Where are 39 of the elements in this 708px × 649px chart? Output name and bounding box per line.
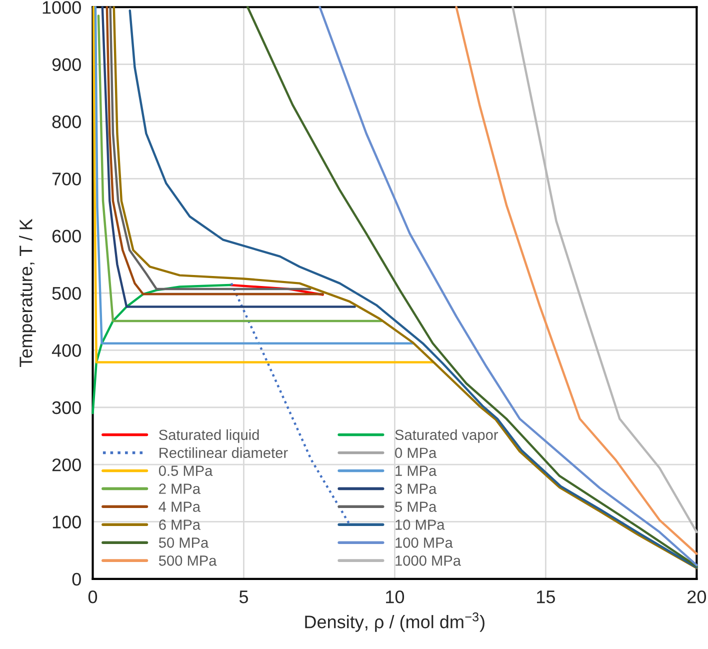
y-tick-label: 0	[72, 572, 81, 586]
line-series	[455, 6, 698, 555]
line-series	[512, 6, 698, 534]
y-tick-label: 1000	[42, 1, 81, 14]
x-tick-label: 5	[239, 590, 248, 604]
y-tick-label: 400	[52, 344, 81, 357]
y-tick-label: 300	[52, 401, 81, 414]
legend-label: 6 MPa	[159, 520, 201, 530]
x-tick-label: 20	[688, 590, 706, 604]
legend-label: Rectilinear diameter	[160, 447, 288, 458]
legend-label: 50 MPa	[158, 538, 209, 548]
legend-label: 2 MPa	[159, 484, 201, 494]
y-tick-label: 600	[52, 230, 81, 243]
line-series	[92, 284, 231, 414]
legend-label: 500 MPa	[158, 555, 217, 566]
legend-label: 10 MPa	[396, 520, 445, 530]
legend-label: 1000 MPa	[396, 555, 461, 566]
y-tick-label: 900	[52, 58, 81, 72]
legend-label: Saturated vapor	[395, 429, 498, 443]
line-series	[318, 6, 698, 566]
legend-label: Saturated liquid	[159, 429, 259, 443]
y-tick-label: 700	[52, 172, 81, 186]
y-tick-label: 100	[52, 516, 81, 528]
legend-label: 4 MPa	[158, 502, 201, 512]
legend-label: 1 MPa	[396, 466, 437, 476]
legend-label: 3 MPa	[395, 484, 437, 494]
legend-label: 0.5 MPa	[158, 466, 213, 476]
legend-label: 100 MPa	[396, 538, 453, 548]
y-tick-label: 200	[52, 458, 81, 472]
y-tick-label: 800	[52, 115, 81, 128]
legend-label: 0 MPa	[395, 448, 437, 458]
x-axis-title: Density, ρ / (mol dm$^{−3}$)	[305, 612, 484, 632]
y-axis-title: Temperature, T / K	[19, 218, 36, 368]
legend-label: 5 MPa	[395, 502, 437, 512]
y-tick-label: 500	[52, 286, 81, 300]
line-series	[101, 6, 356, 308]
x-tick-label: 10	[386, 590, 404, 604]
x-tick-label: 0	[88, 590, 98, 604]
x-tick-label: 15	[537, 590, 555, 604]
